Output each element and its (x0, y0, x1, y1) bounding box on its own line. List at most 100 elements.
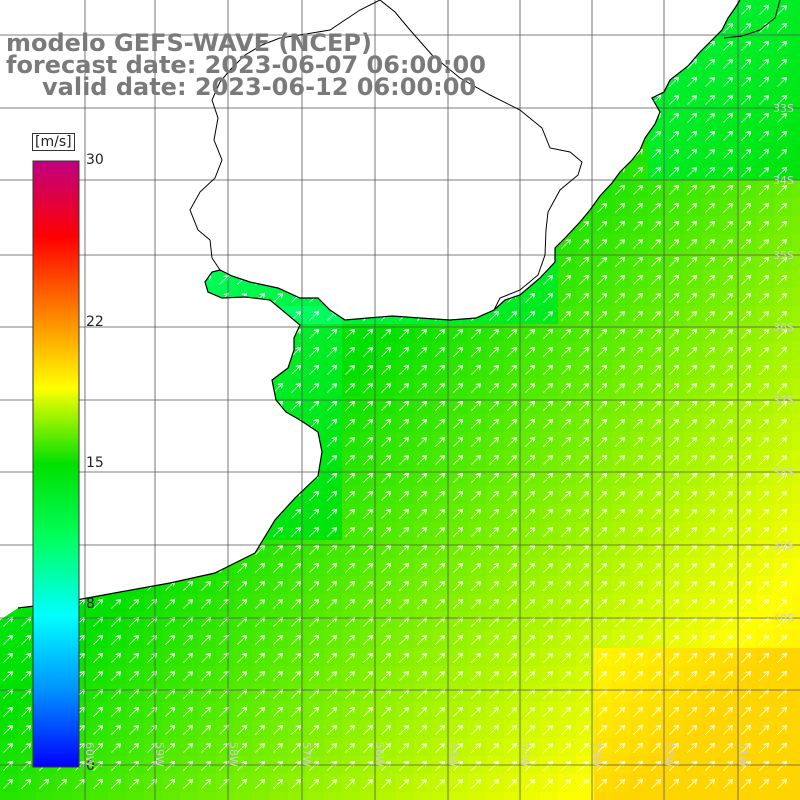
wind-arrow (741, 706, 752, 717)
wind-arrow (633, 310, 644, 321)
wind-arrow (615, 130, 626, 141)
wind-arrow (687, 76, 698, 87)
wind-arrow (507, 724, 518, 735)
wind-arrow (93, 364, 104, 375)
wind-arrow (489, 58, 500, 69)
wind-arrow (543, 634, 554, 645)
wind-arrow (111, 418, 122, 429)
wind-arrow (633, 364, 644, 375)
wind-arrow (777, 256, 788, 267)
wind-arrow (417, 508, 428, 519)
wind-arrow (597, 634, 608, 645)
wind-arrow (309, 400, 320, 411)
wind-arrow (579, 4, 590, 15)
wind-arrow (237, 130, 248, 141)
wind-arrow (309, 436, 320, 447)
wind-arrow (237, 472, 248, 483)
wind-arrow (741, 76, 752, 87)
wind-arrow (453, 580, 464, 591)
wind-arrow (219, 436, 230, 447)
wind-arrow (777, 580, 788, 591)
wind-arrow (561, 436, 572, 447)
coastline (17, 0, 741, 609)
wind-arrow (417, 490, 428, 501)
wind-arrow (237, 310, 248, 321)
wind-arrow (399, 256, 410, 267)
wind-arrow (399, 202, 410, 213)
wind-arrow (435, 256, 446, 267)
wind-arrow (345, 634, 356, 645)
wind-arrow (579, 436, 590, 447)
wind-arrow (363, 238, 374, 249)
wind-arrow (759, 490, 770, 501)
wind-arrow (183, 382, 194, 393)
wind-arrow (345, 670, 356, 681)
wind-arrow (165, 364, 176, 375)
wind-arrow (507, 202, 518, 213)
wind-arrow (687, 724, 698, 735)
wind-arrow (489, 562, 500, 573)
wind-arrow (381, 346, 392, 357)
wind-arrow (399, 418, 410, 429)
wind-arrow (741, 526, 752, 537)
wind-arrow (651, 472, 662, 483)
wind-arrow (309, 130, 320, 141)
wind-arrow (111, 202, 122, 213)
wind-arrow (129, 274, 140, 285)
wind-arrow (705, 436, 716, 447)
wind-arrow (561, 184, 572, 195)
wind-arrow (399, 184, 410, 195)
latitude-label: 37S (773, 394, 794, 407)
wind-arrow (687, 706, 698, 717)
wind-arrow (507, 220, 518, 231)
wind-arrow (21, 778, 32, 789)
wind-arrow (237, 166, 248, 177)
wind-arrow (255, 778, 266, 789)
wind-arrow (705, 526, 716, 537)
wind-arrow (525, 742, 536, 753)
wind-arrow (723, 148, 734, 159)
wind-arrow (219, 4, 230, 15)
wind-arrow (669, 706, 680, 717)
wind-arrow (435, 130, 446, 141)
wind-arrow (3, 274, 14, 285)
wind-arrow (453, 436, 464, 447)
wind-arrow (183, 166, 194, 177)
wind-arrow (705, 220, 716, 231)
wind-arrow (183, 112, 194, 123)
wind-arrow (741, 580, 752, 591)
wind-arrow (417, 328, 428, 339)
wind-arrow (93, 346, 104, 357)
wind-arrow (579, 652, 590, 663)
wind-arrow (237, 490, 248, 501)
wind-arrow (201, 4, 212, 15)
wind-arrow (759, 94, 770, 105)
wind-arrow (759, 508, 770, 519)
wind-arrow (705, 634, 716, 645)
wind-arrow (237, 526, 248, 537)
wind-arrow (345, 508, 356, 519)
wind-arrow (165, 436, 176, 447)
wind-arrow (435, 40, 446, 51)
wind-arrow (741, 274, 752, 285)
wind-arrow (777, 526, 788, 537)
wind-arrow (237, 346, 248, 357)
wind-arrow (507, 454, 518, 465)
wind-arrow (435, 4, 446, 15)
wind-arrow (561, 778, 572, 789)
wind-arrow (579, 202, 590, 213)
wind-arrow (111, 148, 122, 159)
wind-arrow (75, 130, 86, 141)
wind-arrow (633, 94, 644, 105)
wind-arrow (561, 112, 572, 123)
wind-arrow (471, 148, 482, 159)
wind-arrow (633, 562, 644, 573)
wind-arrow (309, 778, 320, 789)
wind-arrow (21, 670, 32, 681)
wind-arrow (561, 742, 572, 753)
wind-arrow (507, 472, 518, 483)
wind-arrow (111, 112, 122, 123)
wind-arrow (525, 526, 536, 537)
wind-arrow (309, 580, 320, 591)
wind-arrow (255, 382, 266, 393)
